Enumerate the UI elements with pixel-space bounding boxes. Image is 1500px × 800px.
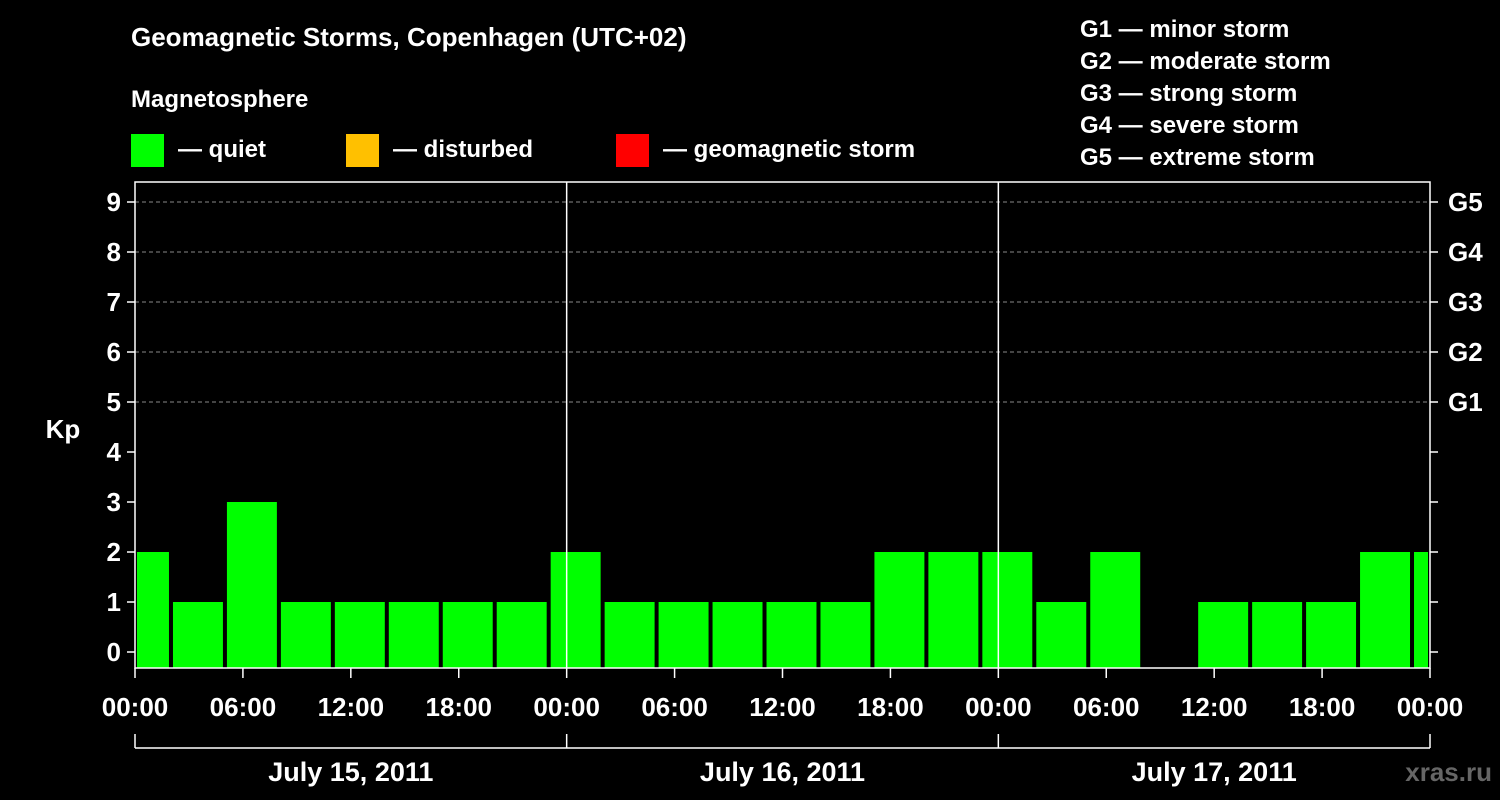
kp-bar bbox=[604, 602, 655, 668]
kp-bar bbox=[1090, 552, 1141, 668]
chart-title: Geomagnetic Storms, Copenhagen (UTC+02) bbox=[131, 22, 687, 52]
legend-swatch-quiet bbox=[131, 133, 164, 167]
g-scale-item: G3 — strong storm bbox=[1080, 80, 1298, 107]
kp-bar bbox=[137, 552, 169, 668]
kp-bar bbox=[658, 602, 709, 668]
y-tick-label: 6 bbox=[107, 337, 121, 367]
x-tick-label: 00:00 bbox=[533, 692, 600, 722]
x-tick-label: 12:00 bbox=[318, 692, 385, 722]
legend-swatch-disturbed bbox=[346, 133, 379, 167]
kp-bar bbox=[550, 552, 601, 668]
kp-bar bbox=[496, 602, 547, 668]
g-scale-tick-label: G1 bbox=[1448, 387, 1483, 417]
y-tick-label: 5 bbox=[107, 387, 121, 417]
kp-bar bbox=[388, 602, 439, 668]
kp-bar bbox=[1036, 602, 1087, 668]
legend-storm: — geomagnetic storm bbox=[616, 133, 915, 167]
x-tick-label: 06:00 bbox=[641, 692, 708, 722]
y-tick-label: 0 bbox=[107, 637, 121, 667]
x-tick-label: 12:00 bbox=[749, 692, 816, 722]
y-axis-label: Kp bbox=[46, 414, 81, 444]
kp-bar bbox=[334, 602, 385, 668]
g-scale-item: G2 — moderate storm bbox=[1080, 48, 1331, 75]
legend-swatch-storm bbox=[616, 133, 649, 167]
kp-bar bbox=[1414, 552, 1428, 668]
kp-bar bbox=[928, 552, 979, 668]
date-label: July 17, 2011 bbox=[1132, 757, 1297, 787]
kp-bar bbox=[172, 602, 223, 668]
legend-label-disturbed: — disturbed bbox=[393, 136, 534, 163]
x-tick-label: 18:00 bbox=[857, 692, 924, 722]
legend-quiet: — quiet bbox=[131, 133, 266, 167]
kp-bar bbox=[1360, 552, 1411, 668]
x-tick-label: 06:00 bbox=[1073, 692, 1140, 722]
g-scale-tick-label: G3 bbox=[1448, 287, 1483, 317]
plot-frame bbox=[134, 181, 1431, 669]
watermark: xras.ru bbox=[1405, 757, 1492, 787]
y-tick-label: 1 bbox=[107, 587, 121, 617]
g-scale-tick-label: G4 bbox=[1448, 237, 1483, 267]
x-tick-label: 00:00 bbox=[965, 692, 1032, 722]
y-tick-label: 3 bbox=[107, 487, 121, 517]
kp-bar bbox=[820, 602, 871, 668]
legend-subtitle: Magnetosphere bbox=[131, 86, 309, 113]
g-scale-tick-label: G2 bbox=[1448, 337, 1483, 367]
legend-label-quiet: — quiet bbox=[178, 136, 266, 163]
g-scale-item: G1 — minor storm bbox=[1080, 16, 1290, 43]
kp-bar bbox=[280, 602, 331, 668]
kp-bar bbox=[442, 602, 493, 668]
y-tick-label: 2 bbox=[107, 537, 121, 567]
kp-bar bbox=[982, 552, 1033, 668]
g-scale-item: G4 — severe storm bbox=[1080, 112, 1299, 139]
kp-bar bbox=[226, 502, 277, 668]
y-tick-label: 9 bbox=[107, 187, 121, 217]
x-tick-label: 12:00 bbox=[1181, 692, 1248, 722]
date-label: July 15, 2011 bbox=[268, 757, 433, 787]
y-tick-label: 7 bbox=[107, 287, 121, 317]
kp-bar bbox=[712, 602, 763, 668]
y-tick-label: 4 bbox=[107, 437, 122, 467]
kp-bar bbox=[1306, 602, 1357, 668]
g-scale-legend: G1 — minor storm G2 — moderate storm G3 … bbox=[1080, 14, 1331, 174]
kp-bar bbox=[766, 602, 817, 668]
x-tick-label: 00:00 bbox=[1397, 692, 1464, 722]
x-tick-label: 00:00 bbox=[102, 692, 169, 722]
kp-bar bbox=[1198, 602, 1249, 668]
y-tick-label: 8 bbox=[107, 237, 121, 267]
g-scale-item: G5 — extreme storm bbox=[1080, 144, 1315, 171]
kp-bar bbox=[1252, 602, 1303, 668]
x-tick-label: 18:00 bbox=[1289, 692, 1356, 722]
kp-bar bbox=[874, 552, 925, 668]
legend-disturbed: — disturbed bbox=[346, 133, 533, 167]
g-scale-tick-label: G5 bbox=[1448, 187, 1483, 217]
x-tick-label: 06:00 bbox=[210, 692, 277, 722]
date-label: July 16, 2011 bbox=[700, 757, 865, 787]
x-tick-label: 18:00 bbox=[426, 692, 493, 722]
legend-label-storm: — geomagnetic storm bbox=[663, 136, 916, 163]
